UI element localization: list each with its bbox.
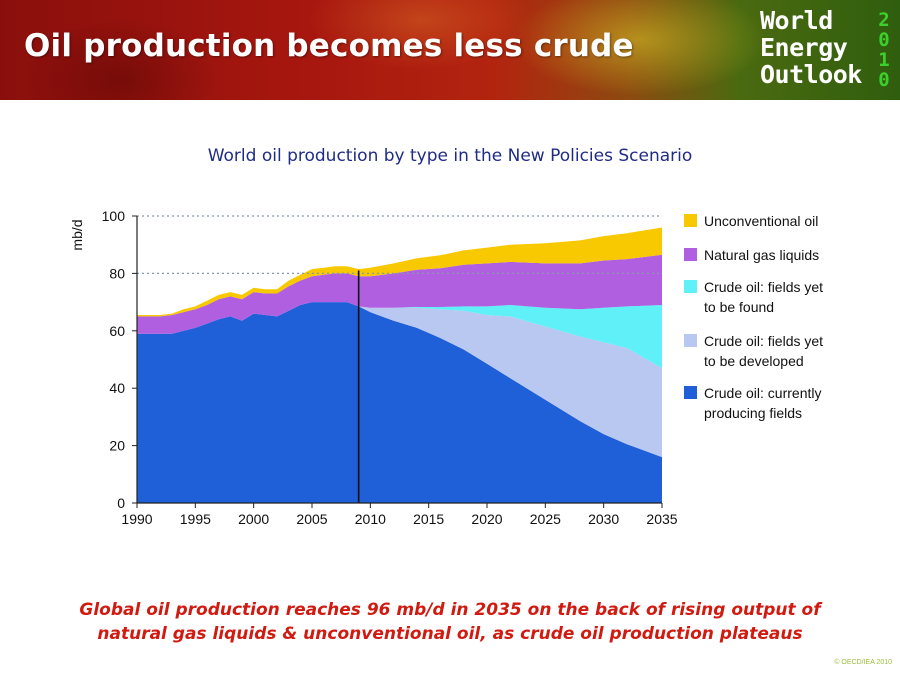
x-tick-label: 2000 bbox=[238, 511, 269, 527]
logo-year-digit: 1 bbox=[878, 49, 890, 71]
x-tick-label: 2010 bbox=[355, 511, 386, 527]
legend-label-line2: producing fields bbox=[704, 405, 802, 421]
x-tick-label: 2025 bbox=[530, 511, 561, 527]
legend-label-line2: to be found bbox=[704, 299, 774, 315]
x-tick-label: 2035 bbox=[646, 511, 677, 527]
legend-swatch bbox=[684, 334, 697, 347]
x-tick-label: 2005 bbox=[296, 511, 327, 527]
caption-line-2: natural gas liquids & unconventional oil… bbox=[97, 624, 803, 644]
x-tick-label: 2015 bbox=[413, 511, 444, 527]
y-axis-label: mb/d bbox=[69, 219, 85, 250]
logo-year-digit: 2 bbox=[878, 9, 890, 31]
y-tick-label: 60 bbox=[109, 323, 125, 339]
copyright-notice: © OECD/IEA 2010 bbox=[834, 659, 892, 666]
legend-label: Unconventional oil bbox=[704, 213, 818, 229]
area-series-5 bbox=[137, 227, 662, 317]
weo-logo: World Energy Outlook 2 0 1 0 bbox=[760, 8, 892, 94]
logo-line-world: World bbox=[760, 6, 833, 35]
y-tick-label: 100 bbox=[102, 208, 126, 224]
legend-label: Crude oil: currently bbox=[704, 385, 822, 401]
x-tick-label: 2020 bbox=[471, 511, 502, 527]
legend-swatch bbox=[684, 280, 697, 293]
area-series-1 bbox=[137, 302, 662, 503]
chart-title: World oil production by type in the New … bbox=[207, 146, 693, 166]
legend-label: Crude oil: fields yet bbox=[704, 333, 823, 349]
caption-line-1: Global oil production reaches 96 mb/d in… bbox=[79, 600, 821, 620]
area-series-4 bbox=[137, 254, 662, 334]
chart-caption: Global oil production reaches 96 mb/d in… bbox=[60, 598, 840, 646]
x-tick-label: 1995 bbox=[180, 511, 211, 527]
legend-label-line2: to be developed bbox=[704, 353, 804, 369]
area-series-3 bbox=[137, 302, 662, 369]
logo-year-digit: 0 bbox=[878, 29, 890, 51]
legend-swatch bbox=[684, 214, 697, 227]
logo-line-energy: Energy bbox=[760, 33, 848, 62]
logo-line-outlook: Outlook bbox=[760, 60, 862, 89]
legend-swatch bbox=[684, 248, 697, 261]
y-tick-label: 80 bbox=[109, 265, 125, 281]
x-tick-label: 1990 bbox=[121, 511, 152, 527]
legend-swatch bbox=[684, 386, 697, 399]
logo-year-digit: 0 bbox=[878, 69, 890, 91]
legend-label: Crude oil: fields yet bbox=[704, 279, 823, 295]
y-tick-label: 0 bbox=[117, 495, 125, 511]
legend-label: Natural gas liquids bbox=[704, 247, 819, 263]
area-series-2 bbox=[137, 302, 662, 458]
page-title: Oil production becomes less crude bbox=[24, 28, 634, 64]
y-tick-label: 40 bbox=[109, 380, 125, 396]
header-banner: Oil production becomes less crude World … bbox=[0, 0, 900, 100]
y-tick-label: 20 bbox=[109, 438, 125, 454]
logo-year: 2 0 1 0 bbox=[876, 10, 892, 90]
x-tick-label: 2030 bbox=[588, 511, 619, 527]
